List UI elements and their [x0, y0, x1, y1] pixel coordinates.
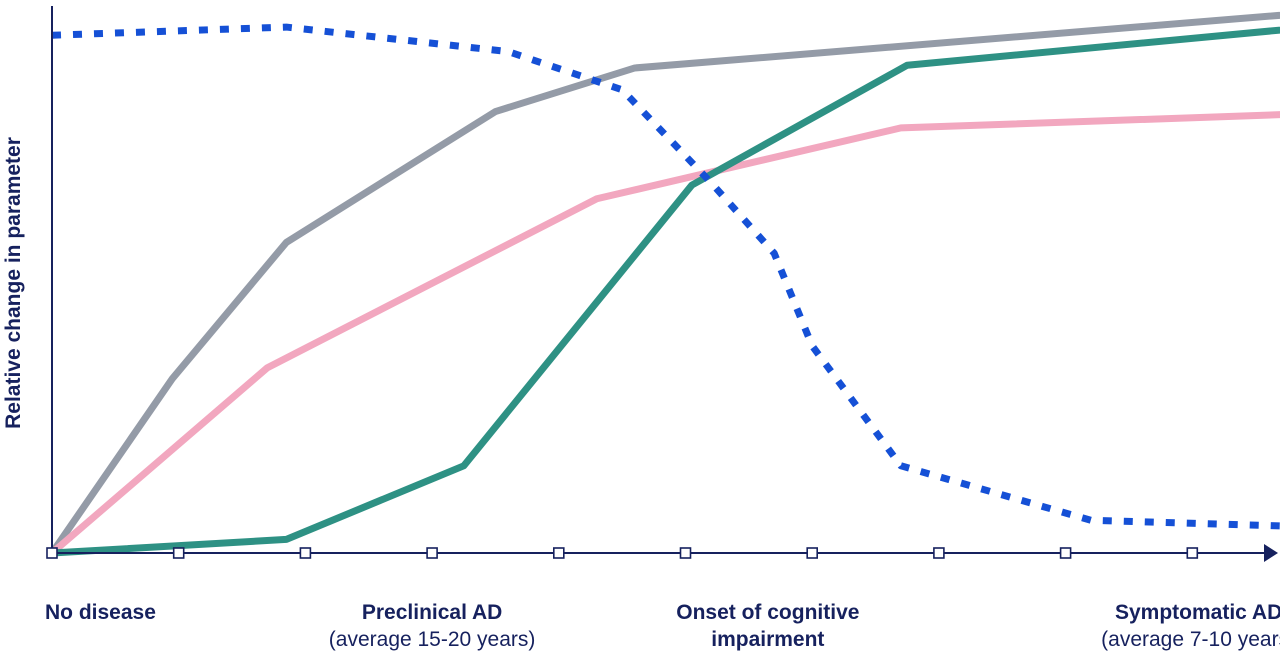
x-axis-arrow: [1264, 544, 1278, 562]
x-tick-marker-3: [426, 547, 438, 559]
x-tick-marker-1: [172, 547, 185, 559]
stage-title-line2: impairment: [711, 628, 825, 651]
stage-title: Symptomatic AD: [1114, 601, 1280, 624]
series-line-0: [49, 11, 1280, 555]
stage-subtitle: (average 15-20 years): [328, 628, 536, 651]
x-tick-marker-7: [933, 547, 945, 559]
x-tick-marker-2: [299, 547, 312, 559]
axes: [51, 6, 1278, 562]
series-line-1: [49, 111, 1280, 556]
stage-title: Preclinical AD: [361, 601, 503, 624]
x-ticks: [46, 547, 1199, 559]
stage-title: Onset of cognitive: [676, 601, 860, 624]
stage-label-preclinical: Preclinical AD (average 15-20 years): [329, 599, 536, 653]
x-tick-marker-4: [552, 547, 565, 559]
stage-title: No disease: [45, 601, 156, 624]
series-line-2: [51, 26, 1280, 557]
series-lines: [49, 11, 1280, 557]
stage-label-symptomatic: Symptomatic AD (average 7-10 years): [1101, 599, 1280, 653]
x-tick-marker-6: [806, 547, 819, 559]
x-tick-marker-0: [46, 547, 58, 559]
x-tick-marker-8: [1059, 547, 1072, 559]
stage-subtitle: (average 7-10 years): [1101, 628, 1280, 651]
x-tick-marker-5: [679, 547, 692, 559]
x-tick-marker-9: [1186, 547, 1199, 559]
y-axis-label: Relative change in parameter: [2, 137, 25, 429]
stage-label-onset: Onset of cognitive impairment: [676, 599, 859, 653]
series-line-3: [51, 23, 1280, 530]
stage-label-no-disease: No disease: [45, 599, 156, 626]
